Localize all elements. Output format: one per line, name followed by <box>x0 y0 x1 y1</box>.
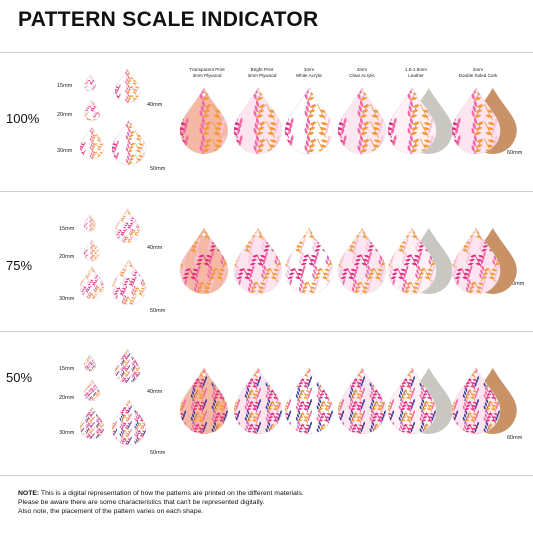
section-divider <box>0 191 533 192</box>
sample-white-acrylic <box>284 367 334 435</box>
earring-20mm <box>83 239 101 262</box>
material-label: Transparent Print 3mm Plywood <box>189 67 225 78</box>
page-title: PATTERN SCALE INDICATOR <box>18 8 319 31</box>
earring-15mm <box>83 74 97 92</box>
earring-50mm <box>111 399 147 446</box>
earring-40mm <box>114 348 141 384</box>
size-label: 20mm <box>59 395 75 401</box>
earring-40mm <box>114 68 141 104</box>
material-label: 2mm Double Sided Cork <box>458 67 498 78</box>
size-label: 30mm <box>59 296 75 302</box>
size-label: 60mm <box>507 150 523 156</box>
section-divider <box>0 475 533 476</box>
note-line-2: Please be aware there are some character… <box>18 499 265 507</box>
sample-leather <box>387 367 453 435</box>
sample-cork <box>451 227 517 295</box>
sample-transparent-plywood <box>179 87 229 155</box>
section-divider <box>0 331 533 332</box>
section-divider <box>0 52 533 53</box>
size-label: 15mm <box>59 366 75 372</box>
note-line-3: Also note, the placement of the pattern … <box>18 508 204 516</box>
disclaimer-note: NOTE: This is a digital representation o… <box>18 489 518 517</box>
size-label: 15mm <box>59 226 75 232</box>
scale-percent-label: 50% <box>6 370 33 385</box>
size-label: 40mm <box>147 102 163 108</box>
sample-white-acrylic <box>284 227 334 295</box>
sample-bright-plywood <box>233 227 283 295</box>
size-label: 60mm <box>509 281 525 287</box>
sample-clear-acrylic <box>337 87 387 155</box>
size-label: 15mm <box>57 83 73 89</box>
earring-15mm <box>83 214 97 232</box>
sample-leather <box>387 227 453 295</box>
sample-clear-acrylic <box>337 367 387 435</box>
size-label: 30mm <box>57 148 73 154</box>
earring-30mm <box>79 126 105 160</box>
earring-40mm <box>114 208 141 244</box>
earring-50mm <box>111 259 147 306</box>
size-label: 50mm <box>150 308 166 314</box>
sample-bright-plywood <box>233 367 283 435</box>
sample-bright-plywood <box>233 87 283 155</box>
sample-leather <box>387 87 453 155</box>
earring-20mm <box>83 99 101 122</box>
scale-percent-label: 75% <box>6 258 33 273</box>
size-label: 60mm <box>507 435 523 441</box>
material-label: 3mm White Acrylic <box>295 67 323 78</box>
sample-clear-acrylic <box>337 227 387 295</box>
sample-transparent-plywood <box>179 227 229 295</box>
size-label: 20mm <box>59 254 75 260</box>
material-label: 1.6-1.8mm Leather <box>405 67 427 78</box>
size-label: 40mm <box>147 245 163 251</box>
sample-transparent-plywood <box>179 367 229 435</box>
earring-20mm <box>83 379 101 402</box>
earring-30mm <box>79 266 105 300</box>
earring-15mm <box>83 354 97 372</box>
size-label: 50mm <box>150 166 166 172</box>
sample-white-acrylic <box>284 87 334 155</box>
material-label: Bright Print 3mm Plywood <box>247 67 277 78</box>
material-label: 3mm Clear Acrylic <box>349 67 375 78</box>
sample-cork <box>451 87 517 155</box>
size-label: 50mm <box>150 450 166 456</box>
earring-50mm <box>111 119 147 166</box>
scale-percent-label: 100% <box>6 111 40 126</box>
size-label: 30mm <box>59 430 75 436</box>
earring-30mm <box>79 406 105 440</box>
sample-cork <box>451 367 517 435</box>
size-label: 20mm <box>57 112 73 118</box>
note-label: NOTE: <box>18 490 40 497</box>
note-line-1: This is a digital representation of how … <box>39 490 304 497</box>
size-label: 40mm <box>147 389 163 395</box>
